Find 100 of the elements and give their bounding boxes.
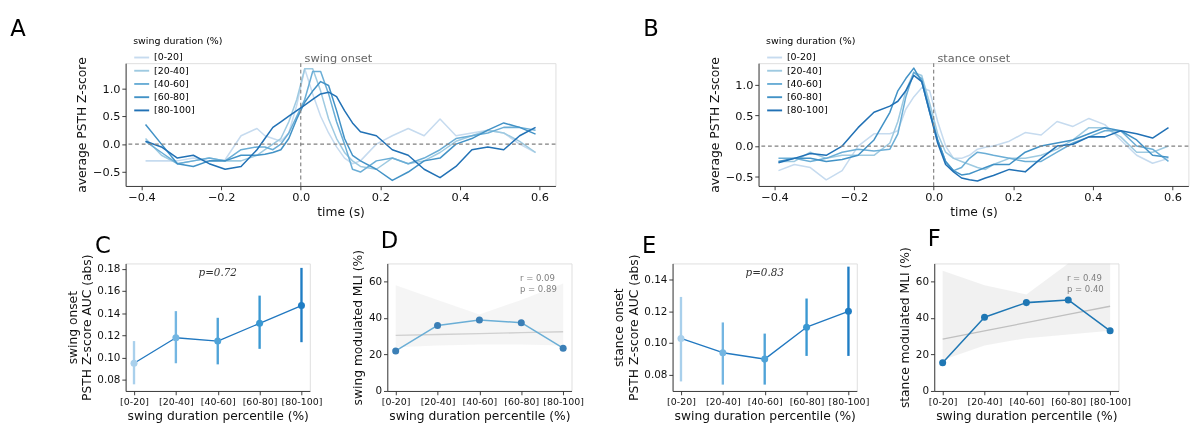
x-tick-label: 0.6 [531, 189, 550, 204]
y-tick-label: 0.12 [644, 304, 668, 317]
y-tick-label: 0.08 [644, 368, 668, 381]
x-tick-label: −0.2 [840, 189, 869, 204]
y-tick-label: 0.08 [97, 373, 121, 386]
x-tick-label: 0.2 [371, 189, 390, 204]
y-tick-label: 0.10 [97, 351, 121, 364]
x-tick-label: [60-80] [1051, 395, 1087, 407]
y-tick-label: 0.5 [102, 109, 121, 124]
x-tick-label: [80-100] [828, 395, 870, 407]
y-tick-label: 60 [368, 274, 383, 287]
point [677, 334, 685, 342]
x-tick-label: [80-100] [543, 395, 585, 407]
x-tick-label: [20-40] [158, 395, 194, 407]
legend-label: [0-20] [786, 51, 816, 63]
point [939, 359, 947, 367]
y-tick-label: −0.5 [725, 170, 754, 185]
point [981, 313, 989, 321]
x-tick-label: [0-20] [928, 395, 958, 407]
x-tick-label: −0.2 [207, 189, 236, 204]
x-tick-label: [40-60] [747, 395, 783, 407]
y-tick-label: 40 [368, 311, 383, 324]
x-tick-label: 0.6 [1163, 189, 1182, 204]
chart-title: E [641, 232, 657, 258]
x-axis-title: time (s) [950, 204, 998, 219]
point [256, 319, 264, 327]
x-tick-label: [0-20] [120, 395, 149, 407]
x-tick-label: [60-80] [789, 395, 825, 407]
legend-label: [0-20] [153, 51, 183, 63]
ref-line-label: swing onset [304, 51, 373, 66]
point [1064, 296, 1072, 304]
x-tick-label: [20-40] [705, 395, 741, 407]
ref-line-label: stance onset [937, 51, 1011, 66]
x-tick-label: [20-40] [420, 395, 456, 407]
annotation: p = 0.40 [1066, 283, 1104, 294]
x-tick-label: [80-100] [281, 395, 323, 407]
legend-label: [60-80] [153, 91, 189, 103]
x-axis-title: swing duration percentile (%) [936, 408, 1118, 423]
x-axis-title: time (s) [317, 204, 365, 219]
line-series [941, 305, 1111, 340]
y-tick-label: 40 [915, 311, 930, 324]
x-tick-label: −0.4 [128, 189, 156, 204]
y-tick-label: 0.14 [97, 306, 121, 319]
legend-label: [40-60] [153, 77, 189, 89]
annotation: r = 0.49 [1066, 273, 1102, 284]
x-axis-title: swing duration percentile (%) [389, 408, 571, 423]
y-axis-title: stance modulated MLI (%) [898, 247, 913, 409]
y-axis-title: swing modulated MLI (%) [351, 249, 366, 406]
point [172, 334, 180, 342]
y-tick-label: 0.0 [102, 137, 121, 152]
y-axis-title: average PSTH Z-score [708, 57, 723, 193]
y-tick-label: 0.5 [735, 108, 754, 123]
point [1022, 299, 1030, 307]
point [434, 321, 442, 329]
x-tick-label: [40-60] [200, 395, 236, 407]
x-tick-label: [0-20] [667, 395, 696, 407]
y-axis-title: stance onset PSTH Z-score AUC (abs) [612, 254, 641, 401]
point [214, 337, 222, 345]
chart-title: F [927, 224, 941, 251]
legend-title: swing duration (%) [133, 35, 223, 47]
annotation: r = 0.09 [519, 273, 555, 284]
legend-label: [60-80] [786, 91, 822, 103]
y-tick-label: 20 [915, 347, 930, 360]
point [844, 307, 852, 315]
y-tick-label: 60 [915, 274, 930, 287]
x-tick-label: [40-60] [1009, 395, 1045, 407]
legend-label: [20-40] [786, 64, 822, 76]
legend-label: [40-60] [786, 77, 822, 89]
y-tick-label: 0.0 [735, 139, 754, 154]
point [392, 347, 400, 355]
y-axis-title: swing onset PSTH Z-score AUC (abs) [65, 254, 94, 401]
legend-label: [80-100] [786, 104, 828, 116]
chart-title: C [94, 232, 111, 258]
y-tick-label: 0.16 [97, 284, 121, 297]
point [297, 302, 305, 310]
legend-title: swing duration (%) [766, 35, 856, 47]
x-tick-label: [60-80] [242, 395, 278, 407]
point [719, 349, 727, 357]
point [1106, 327, 1114, 335]
y-tick-label: 0 [375, 384, 383, 397]
y-tick-label: 0.10 [644, 336, 668, 349]
annotation: p=0.83 [745, 265, 785, 278]
x-tick-label: −0.4 [761, 189, 789, 204]
x-tick-label: 0.2 [1004, 189, 1023, 204]
chart-title: D [380, 227, 399, 254]
y-axis-title: average PSTH Z-score [75, 57, 90, 193]
point [559, 344, 567, 352]
legend-label: [20-40] [153, 64, 189, 76]
point [475, 316, 483, 324]
x-tick-label: [0-20] [381, 395, 411, 407]
x-axis-title: swing duration percentile (%) [127, 408, 309, 423]
point [803, 323, 811, 331]
y-tick-label: 0.12 [97, 328, 121, 341]
x-tick-label: 0.4 [1084, 189, 1103, 204]
y-tick-label: 1.0 [102, 81, 121, 96]
y-tick-label: 20 [368, 347, 383, 360]
x-tick-label: [20-40] [967, 395, 1003, 407]
y-tick-label: 1.0 [735, 77, 754, 92]
y-tick-label: −0.5 [92, 165, 121, 180]
point [130, 359, 138, 367]
